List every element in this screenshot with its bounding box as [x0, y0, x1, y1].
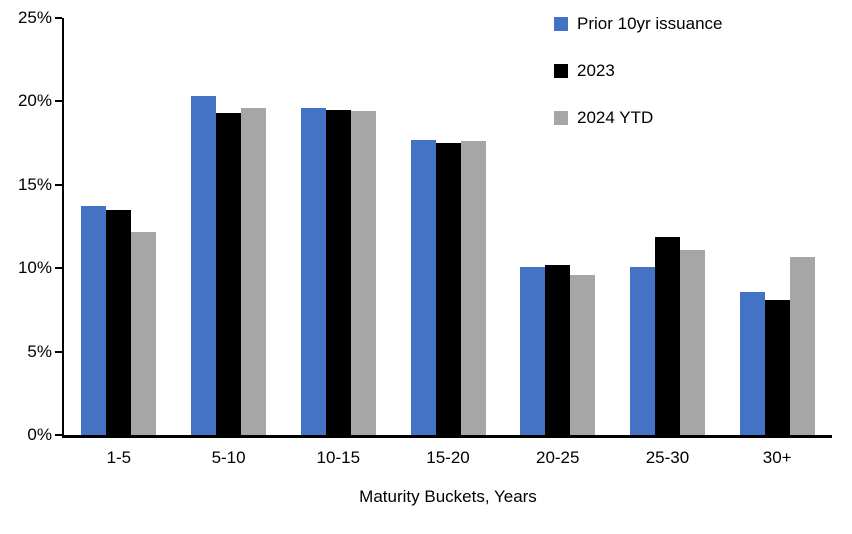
- bar-prior-10yr-issuance-20-25: [520, 266, 546, 435]
- legend-item-2024-ytd: 2024 YTD: [554, 107, 723, 129]
- legend-label-prior-10yr-issuance: Prior 10yr issuance: [577, 14, 723, 33]
- x-tick-label-20-25: 20-25: [535, 448, 580, 467]
- y-axis-tick: [55, 350, 62, 353]
- legend-label-2023: 2023: [577, 61, 615, 80]
- x-axis-title: Maturity Buckets, Years: [359, 487, 537, 506]
- y-axis-tick-label: 0%: [27, 425, 52, 444]
- bar-2024-ytd-10-15: [350, 111, 376, 435]
- bar-group-25-30: [613, 18, 723, 435]
- bar-2024-ytd-15-20: [460, 141, 486, 435]
- y-axis-tick-label: 20%: [17, 91, 52, 111]
- bar-2023-25-30: [654, 236, 680, 435]
- y-axis-tick-label: 25%: [17, 8, 52, 27]
- bar-2024-ytd-25-30: [679, 249, 705, 435]
- y-axis-tick: [55, 100, 62, 103]
- x-tick-label-10-15: 10-15: [316, 448, 361, 467]
- legend-swatch-2024-ytd-icon: [554, 111, 568, 125]
- bar-2023-15-20: [435, 143, 461, 435]
- bar-2024-ytd-30: [789, 256, 815, 435]
- bar-2023-20-25: [545, 264, 571, 435]
- x-tick-label-30: 30+: [762, 448, 792, 467]
- legend-item-2023: 2023: [554, 60, 723, 82]
- legend: Prior 10yr issuance 2023 2024 YTD: [554, 13, 723, 154]
- bar-prior-10yr-issuance-30: [739, 291, 765, 435]
- plot-area: 0% 5% 10% 15% 20% 25%: [18, 8, 832, 444]
- bar-group-1-5: [64, 18, 174, 435]
- y-axis-tick: [55, 434, 62, 436]
- bar-2023-1-5: [106, 209, 132, 435]
- y-axis-tick: [55, 267, 62, 270]
- legend-label-2024-ytd: 2024 YTD: [577, 108, 654, 127]
- bar-prior-10yr-issuance-10-15: [300, 108, 326, 435]
- x-tick-label-15-20: 15-20: [426, 448, 470, 467]
- bar-2024-ytd-5-10: [241, 108, 267, 435]
- bar-prior-10yr-issuance-25-30: [629, 266, 655, 435]
- y-axis-tick: [55, 17, 62, 19]
- y-axis-tick-label: 15%: [17, 174, 52, 194]
- x-tick-label-1-5: 1-5: [106, 448, 132, 467]
- x-tick-label-25-30: 25-30: [645, 448, 690, 467]
- bar-group-30: [722, 18, 832, 435]
- bar-group-15-20: [393, 18, 503, 435]
- y-axis-tick: [55, 183, 62, 186]
- bar-group-10-15: [283, 18, 393, 435]
- bar-2023-5-10: [216, 113, 242, 435]
- legend-item-prior-10yr-issuance: Prior 10yr issuance: [554, 13, 723, 35]
- bar-2024-ytd-20-25: [570, 274, 596, 435]
- bar-2023-10-15: [325, 109, 351, 435]
- bar-prior-10yr-issuance-15-20: [410, 139, 436, 435]
- x-axis-tick-labels: 1-5 5-10 10-15 15-20 20-25 25-30 30+: [64, 448, 832, 468]
- legend-swatch-2023-icon: [554, 64, 568, 78]
- bar-group-20-25: [503, 18, 613, 435]
- y-axis-tick-label: 5%: [27, 341, 52, 361]
- bar-group-5-10: [174, 18, 284, 435]
- x-tick-label-5-10: 5-10: [211, 448, 246, 467]
- bar-prior-10yr-issuance-1-5: [81, 206, 107, 435]
- legend-swatch-prior-10yr-issuance-icon: [554, 17, 568, 31]
- bar-2024-ytd-1-5: [131, 231, 157, 435]
- y-axis-tick-label: 10%: [17, 258, 52, 278]
- bar-prior-10yr-issuance-5-10: [191, 96, 217, 435]
- bar-2023-30: [764, 299, 790, 435]
